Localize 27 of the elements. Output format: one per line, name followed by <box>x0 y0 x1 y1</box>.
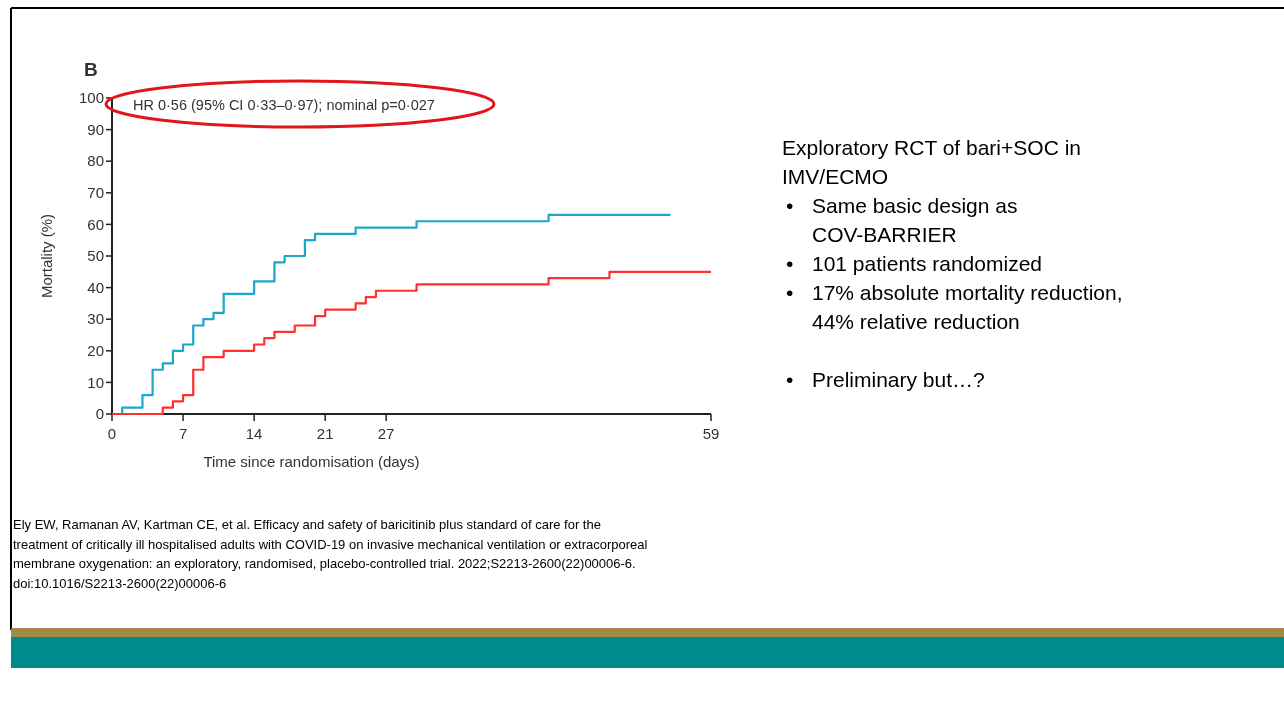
y-tick-label: 30 <box>87 310 104 328</box>
y-tick-label: 100 <box>78 89 104 107</box>
text: • Preliminary but…? <box>786 368 985 391</box>
annotation: HR 0·56 (95% CI 0·33–0·97); nominal p=0·027 <box>133 97 435 113</box>
y-tick-label: 40 <box>87 278 104 296</box>
y-tick-label: 70 <box>87 184 104 202</box>
y-tick-label: 60 <box>87 215 104 233</box>
x-tick-label: 59 <box>702 425 720 442</box>
x-tick-label: 21 <box>316 425 334 442</box>
y-tick-label: 10 <box>87 373 104 391</box>
y-tick-label: 90 <box>87 120 104 138</box>
x-tick-label: 0 <box>107 425 117 442</box>
x-tick-label: 7 <box>178 425 188 442</box>
text: Exploratory RCT of bari+SOC in IMV/ECMO <box>782 136 1081 188</box>
y-tick-label: 50 <box>87 247 104 265</box>
y-tick-label: 0 <box>95 405 104 423</box>
text: • 101 patients randomized <box>786 252 1042 275</box>
x-axis-title: Time since randomisation (days) <box>203 453 420 470</box>
x-tick-label: 14 <box>245 425 263 442</box>
text: • Same basic design as COV-BARRIER <box>786 194 1018 246</box>
y-tick-label: 80 <box>87 152 104 170</box>
y-tick-label: 20 <box>87 342 104 360</box>
text: Ely EW, Ramanan AV, Kartman CE, et al. Efficacy and safety of baricitinib plus standard of care for the treatment of critically ill hospitalised adults with COVID-19 on invasive mechanical ventilation or extracorporeal membrane oxygenation: an exploratory, randomised, placebo-controlled trial. 2022;S2213-2600(22)00006-6. doi:10.1016/S2213-2600(22)00006-6 <box>13 517 648 591</box>
text: • 17% absolute mortality reduction, 44% relative reduction <box>786 281 1123 333</box>
chart-title: B <box>84 59 98 80</box>
y-axis-title: Mortality (%) <box>38 213 55 299</box>
x-tick-label: 27 <box>377 425 395 442</box>
